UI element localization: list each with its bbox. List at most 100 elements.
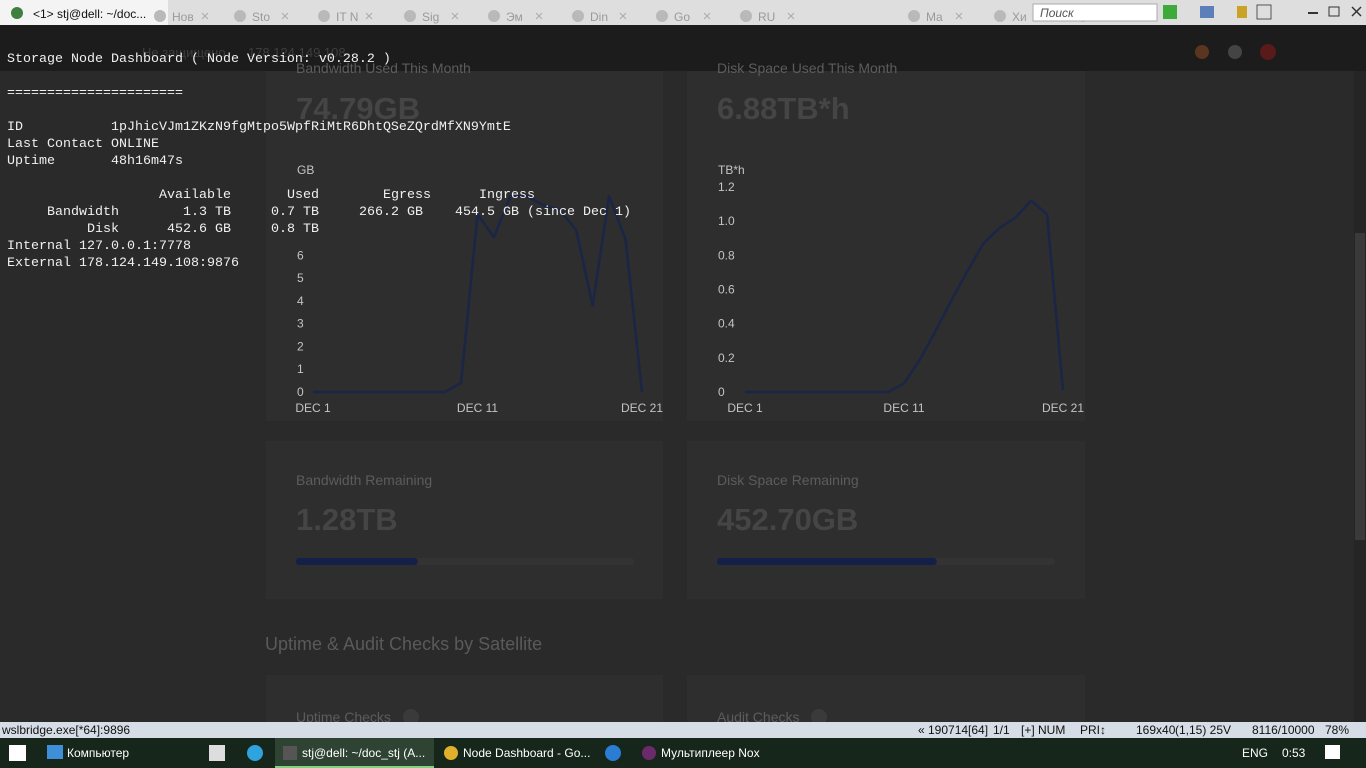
tab-title[interactable]: Хи: [1012, 10, 1027, 24]
task-items: Компьютер stj@dell: ~/doc_stj (A... Node D…: [67, 746, 760, 760]
x-tick-label: DEC 1: [727, 401, 763, 415]
y-tick-label: 6: [297, 248, 304, 262]
section-title: Uptime & Audit Checks by Satellite: [265, 634, 542, 654]
tab-icon: [154, 10, 166, 22]
layout-icon[interactable]: [1256, 4, 1272, 20]
status-bar: [0, 722, 1366, 738]
card: [266, 675, 663, 723]
nox-icon: [642, 746, 656, 760]
language[interactable]: ENG: [1242, 746, 1268, 760]
tab-title[interactable]: RU: [758, 10, 775, 24]
start-button[interactable]: [9, 745, 26, 761]
y-tick-label: 1: [297, 362, 304, 376]
toolbar-icon[interactable]: [1200, 6, 1214, 18]
tab-close[interactable]: [451, 12, 459, 20]
y-tick-label: 5: [297, 271, 304, 285]
y-tick-label: 0.8: [718, 248, 735, 262]
separator: ======================: [7, 86, 183, 101]
info-icon[interactable]: [811, 709, 827, 725]
adblock-icon: [1260, 44, 1276, 60]
table-header: Available: [159, 188, 231, 203]
tab-close[interactable]: [703, 12, 711, 20]
status-field: 1/1: [993, 723, 1010, 737]
active-tab[interactable]: [0, 0, 168, 25]
y-tick-label: 0.6: [718, 283, 735, 297]
tab-icon: [488, 10, 500, 22]
y-tick-label: 3: [297, 317, 304, 331]
pycharm-icon[interactable]: [209, 745, 225, 761]
tab-close[interactable]: [201, 12, 209, 20]
card: [266, 71, 663, 421]
tab-icon: [740, 10, 752, 22]
task-title[interactable]: Мультиплеер Nox: [661, 746, 760, 760]
card-value: 1.28TB: [296, 502, 398, 537]
x-tick-label: DEC 21: [1042, 401, 1084, 415]
line-series: [313, 194, 644, 394]
status-fields: « 190714[64] 1/1 [+] NUM PRI↕ 169x40 (1,15) 2…: [918, 723, 1349, 737]
search-placeholder[interactable]: Поиск: [1040, 6, 1075, 20]
value: ONLINE: [111, 137, 159, 152]
tab-close[interactable]: [955, 12, 963, 20]
tab-title[interactable]: Go: [674, 10, 690, 24]
tab-icon: [318, 10, 330, 22]
info-icon[interactable]: [403, 709, 419, 725]
tab-title[interactable]: IT N: [336, 10, 358, 24]
task-title[interactable]: Node Dashboard - Go...: [463, 746, 590, 760]
card-title: Bandwidth Remaining: [296, 472, 432, 488]
tab-close[interactable]: [365, 12, 373, 20]
notifications[interactable]: [1325, 745, 1340, 759]
edge-icon[interactable]: [605, 745, 621, 761]
card-title: Bandwidth Used This Month: [296, 60, 471, 76]
tab-close[interactable]: [535, 12, 543, 20]
close[interactable]: [1351, 6, 1362, 17]
card-value: 74.79GB: [296, 91, 420, 126]
tab-icon: [656, 10, 668, 22]
y-tick-label: 0: [718, 385, 725, 399]
y-tick-label: 0.2: [718, 351, 735, 365]
terminal-title: Storage Node Dashboard ( Node Version: v…: [7, 52, 391, 67]
tab-icon: [908, 10, 920, 22]
tab-close[interactable]: [787, 12, 795, 20]
tab-title[interactable]: Ma: [926, 10, 943, 24]
tab-close[interactable]: [281, 12, 289, 20]
search-box[interactable]: [1032, 3, 1158, 22]
new-tab-button[interactable]: [1163, 5, 1177, 19]
card-title: Uptime Checks: [296, 709, 391, 725]
active-indicator: [275, 766, 434, 768]
label: Last Contact: [7, 137, 103, 152]
status-field: « 190714[64]: [918, 723, 988, 737]
minimize[interactable]: [1308, 12, 1318, 14]
y-tick-label: 1.0: [718, 214, 735, 228]
scrollbar-thumb[interactable]: [1355, 233, 1365, 540]
active-tab-title[interactable]: <1> stj@dell: ~/doc...: [33, 7, 146, 21]
card-value: 452.70GB: [717, 502, 858, 537]
clock[interactable]: 0:53: [1282, 746, 1306, 760]
tab-title[interactable]: Sig: [422, 10, 439, 24]
tab-icon: [404, 10, 416, 22]
x-tick-label: DEC 21: [621, 401, 663, 415]
maximize[interactable]: [1328, 6, 1340, 17]
tab-title[interactable]: Din: [590, 10, 608, 24]
table-cell: 266.2 GB: [359, 205, 423, 220]
lock-icon[interactable]: [1237, 6, 1247, 18]
tab-close[interactable]: [619, 12, 627, 20]
security-label: Не защищено: [142, 45, 226, 60]
card-title: Disk Space Remaining: [717, 472, 859, 488]
label: Uptime: [7, 154, 55, 169]
task-title[interactable]: Компьютер: [67, 746, 129, 760]
axis-label: GB: [297, 163, 314, 177]
task-title[interactable]: stj@dell: ~/doc_stj (A...: [302, 746, 425, 760]
x-tick-label: DEC 11: [883, 401, 924, 415]
active-task[interactable]: [275, 738, 434, 768]
tab-title[interactable]: Sto: [252, 10, 270, 24]
card: [687, 71, 1085, 421]
chrome-icon: [444, 746, 458, 760]
table-header: Ingress: [479, 188, 535, 203]
telegram-icon[interactable]: [247, 745, 263, 761]
tab-title[interactable]: Эм: [506, 10, 523, 24]
y-tick-label: 0.4: [718, 317, 735, 331]
tab-title[interactable]: Нов: [172, 10, 194, 24]
table-cell: 452.6 GB: [167, 222, 231, 237]
card: [266, 441, 663, 599]
address-line: External 178.124.149.108:9876: [7, 256, 239, 271]
